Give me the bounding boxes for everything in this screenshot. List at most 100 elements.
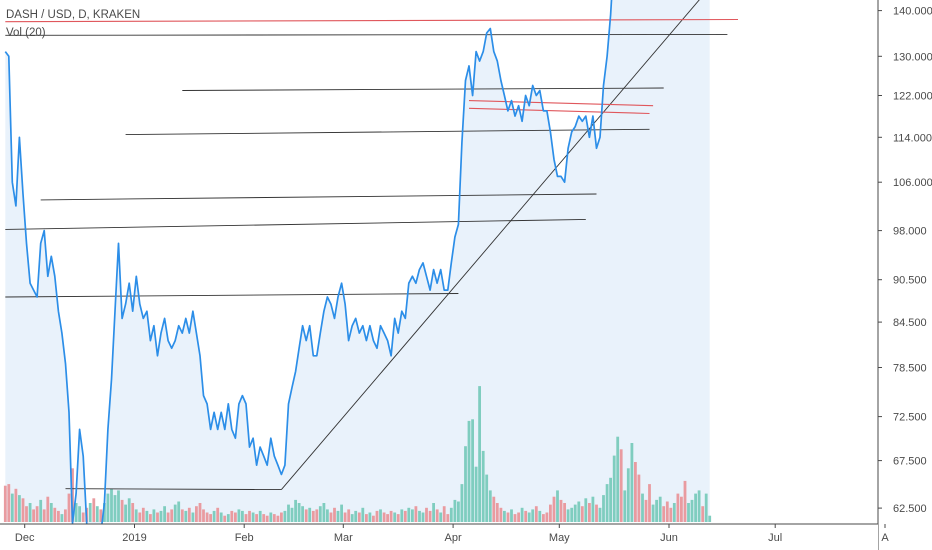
volume-bar: [3, 485, 7, 522]
volume-bar: [283, 510, 287, 522]
volume-bar: [124, 504, 127, 522]
volume-bar: [375, 510, 379, 522]
volume-bar: [573, 504, 577, 522]
volume-bar: [294, 499, 297, 522]
volume-bar: [566, 509, 570, 522]
volume-bar: [651, 504, 655, 522]
volume-bar: [336, 510, 340, 522]
time-tick-label: Jun: [660, 532, 678, 544]
volume-bar: [53, 507, 57, 522]
volume-bar: [262, 514, 266, 522]
volume-bar: [609, 477, 612, 522]
volume-bar: [694, 493, 697, 522]
volume-bar: [467, 420, 471, 522]
volume-bar: [602, 495, 605, 522]
price-tick-label: 122.000: [893, 91, 932, 103]
volume-bar: [474, 466, 478, 522]
volume-bar: [517, 512, 520, 522]
volume-bar: [216, 507, 220, 522]
volume-bar: [524, 510, 528, 522]
volume-bar: [697, 490, 701, 522]
volume-bar: [205, 512, 209, 522]
price-tick-label: 114.000: [893, 132, 932, 144]
volume-bar: [584, 498, 588, 522]
price-axis-bg: [878, 0, 932, 550]
volume-bar: [7, 484, 11, 522]
volume-bar: [442, 506, 446, 522]
volume-bars: [3, 386, 712, 522]
volume-bar: [223, 515, 227, 522]
volume-bar: [658, 496, 662, 522]
volume-bar: [333, 507, 336, 522]
volume-bar: [120, 499, 124, 522]
volume-bar: [382, 512, 386, 522]
volume-bar: [39, 499, 43, 522]
price-line-path: [4, 0, 613, 550]
price-area: [5, 0, 710, 550]
volume-bar: [538, 510, 542, 522]
volume-bar: [393, 512, 397, 522]
volume-bar: [485, 474, 489, 522]
volume-bar: [701, 506, 705, 522]
time-tick-label: Feb: [235, 532, 254, 544]
volume-bar: [156, 512, 159, 522]
volume-bar: [457, 501, 460, 522]
volume-bar: [28, 503, 32, 522]
volume-bar: [495, 503, 499, 522]
volume-bar: [280, 512, 283, 522]
volume-bar: [276, 515, 280, 522]
volume-bar: [506, 512, 510, 522]
volume-bar: [350, 514, 354, 522]
volume-bar: [687, 503, 690, 522]
volume-bar: [598, 507, 602, 522]
volume-bar: [149, 514, 152, 522]
time-tick-label: Dec: [15, 532, 35, 544]
volume-bar: [226, 514, 230, 522]
volume-bar: [432, 503, 435, 522]
volume-bar: [237, 509, 241, 522]
volume-bar: [152, 509, 156, 522]
resistance-trend-line: [468, 100, 654, 107]
volume-bar: [117, 490, 120, 522]
volume-bar: [588, 503, 591, 522]
volume-bar: [379, 509, 382, 522]
volume-bar: [191, 512, 195, 522]
volume-bar: [619, 449, 623, 522]
symbol-title: DASH / USD, D, KRAKEN: [6, 9, 141, 21]
volume-bar: [612, 455, 616, 522]
volume-bar: [187, 507, 191, 522]
volume-bar: [21, 498, 25, 522]
resistance-trend-line: [5, 18, 739, 23]
volume-bar: [400, 509, 404, 522]
price-tick-label: 62.500: [893, 503, 927, 515]
volume-bar: [32, 509, 35, 522]
volume-bar: [683, 480, 687, 522]
volume-bar: [453, 499, 457, 522]
volume-bar: [322, 503, 326, 522]
volume-bar: [272, 514, 276, 522]
volume-bar: [520, 507, 524, 522]
time-tick-label: A: [881, 532, 889, 544]
volume-bar: [163, 506, 166, 522]
volume-bar: [626, 468, 630, 522]
volume-bar: [644, 499, 648, 522]
volume-bar: [623, 490, 627, 522]
volume-bar: [499, 507, 503, 522]
volume-bar: [103, 503, 106, 522]
volume-bar: [180, 509, 184, 522]
time-tick-label: Mar: [334, 532, 353, 544]
volume-bar: [134, 509, 138, 522]
time-tick-label: Jul: [768, 532, 782, 544]
volume-bar: [209, 514, 212, 522]
volume-bar: [265, 515, 269, 522]
volume-bar: [304, 509, 308, 522]
volume-bar: [669, 507, 673, 522]
volume-bar: [478, 386, 481, 522]
price-tick-label: 140.000: [893, 6, 932, 18]
support-trend-line: [5, 218, 586, 230]
volume-bar: [665, 501, 669, 522]
volume-bar: [630, 443, 634, 522]
volume-bar: [212, 510, 216, 522]
